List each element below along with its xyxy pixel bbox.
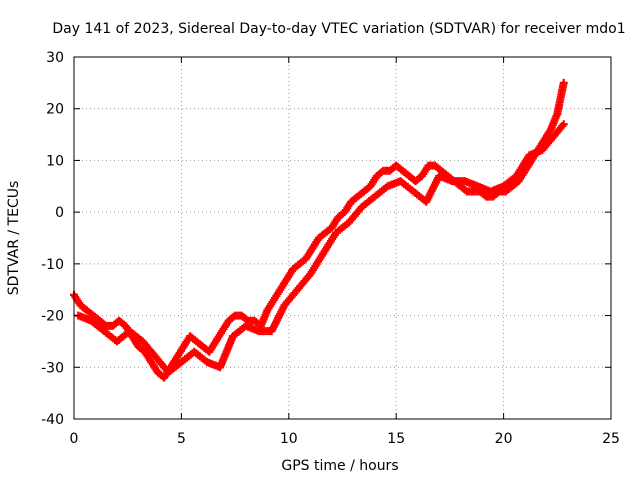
y-tick-label: 0 — [55, 205, 64, 221]
data-points — [70, 78, 568, 382]
data-point — [559, 78, 568, 87]
x-tick-label: 15 — [387, 431, 405, 447]
chart-title: Day 141 of 2023, Sidereal Day-to-day VTE… — [52, 21, 625, 37]
y-tick-label: 20 — [46, 102, 64, 118]
x-tick-label: 10 — [280, 431, 298, 447]
y-tick-label: -30 — [41, 360, 64, 376]
plot-frame — [73, 56, 612, 420]
x-tick-label: 5 — [177, 431, 186, 447]
y-tick-label: -40 — [41, 412, 64, 428]
x-tick-label: 25 — [602, 431, 620, 447]
y-tick-label: 10 — [46, 153, 64, 169]
x-axis-label: GPS time / hours — [281, 458, 398, 474]
y-tick-label: 30 — [46, 50, 64, 66]
y-tick-label: -20 — [41, 309, 64, 325]
y-axis-label: SDTVAR / TECUs — [6, 181, 22, 296]
axis-ticks: 0 5 10 15 20 25 -40 -30 -20 -10 0 10 20 30 — [41, 50, 620, 447]
x-tick-label: 20 — [495, 431, 513, 447]
x-tick-label: 0 — [70, 431, 79, 447]
y-tick-label: -10 — [41, 257, 64, 273]
data-point — [559, 120, 568, 129]
